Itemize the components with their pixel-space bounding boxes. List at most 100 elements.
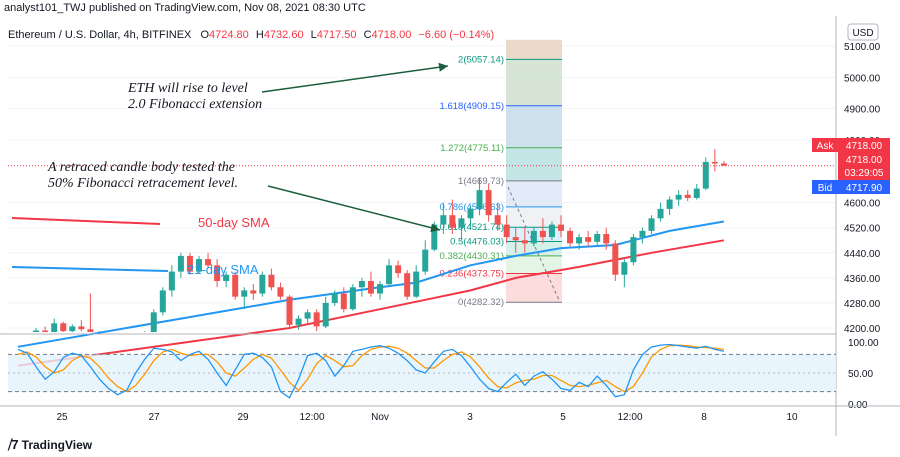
annotation-sma21[interactable]: 21-day SMA bbox=[11, 262, 259, 277]
time-tick-label: 25 bbox=[56, 412, 68, 423]
price-tick-label: 4360.00 bbox=[844, 274, 881, 285]
candle-body bbox=[205, 259, 212, 266]
candle-body bbox=[720, 163, 727, 166]
fib-level-label: 0.382(4430.31) bbox=[440, 251, 504, 262]
time-tick-label: Nov bbox=[371, 412, 389, 423]
candle-body bbox=[358, 281, 365, 288]
currency-label: USD bbox=[852, 28, 873, 39]
time-tick-label: 3 bbox=[467, 412, 473, 423]
stoch-band bbox=[8, 354, 836, 392]
price-tick-label: 5000.00 bbox=[844, 73, 881, 84]
footer-brand: TradingView bbox=[21, 438, 93, 452]
annotation-eth-rise-line2: 2.0 Fibonacci extension bbox=[128, 97, 262, 112]
change-value: −6.60 (−0.14%) bbox=[418, 29, 494, 41]
bid-label: Bid bbox=[818, 183, 832, 194]
candle-body bbox=[69, 326, 76, 332]
candle-body bbox=[331, 293, 338, 303]
fib-level-label: 1.272(4775.11) bbox=[440, 143, 504, 154]
candle-body bbox=[159, 290, 166, 313]
candle-body bbox=[422, 249, 429, 272]
candle-body bbox=[377, 284, 383, 294]
time-tick-label: 12:00 bbox=[617, 412, 642, 423]
publish-text: analyst101_TWJ published on TradingView.… bbox=[4, 2, 366, 14]
candle-body bbox=[576, 237, 583, 244]
footer: ⧸7 TradingView bbox=[8, 436, 92, 454]
ask-label: Ask bbox=[817, 141, 835, 152]
candle-body bbox=[458, 218, 465, 228]
candle-body bbox=[286, 296, 293, 325]
fib-zone bbox=[506, 59, 562, 106]
candle-body bbox=[503, 224, 510, 238]
candle-body bbox=[648, 218, 655, 231]
symbol-info: Ethereum / U.S. Dollar, 4h, BITFINEX O47… bbox=[8, 29, 494, 41]
fib-zone bbox=[506, 39, 562, 60]
candle-body bbox=[250, 290, 257, 294]
candle-body bbox=[268, 274, 275, 288]
countdown: 03:29:05 bbox=[845, 168, 884, 179]
candle-body bbox=[530, 230, 537, 244]
candle-body bbox=[87, 329, 94, 332]
price-axis[interactable]: USD bbox=[835, 16, 900, 436]
legend-sma21-line bbox=[11, 266, 169, 272]
candle-body bbox=[295, 318, 302, 325]
price-labels: Ask 4718.00 4718.00 03:29:05 Bid 4717.90 bbox=[812, 138, 890, 194]
candle-body bbox=[494, 215, 501, 225]
fib-level-label: 0.5(4476.03) bbox=[450, 237, 504, 248]
osc-tick-label: 100.00 bbox=[848, 338, 879, 349]
candle-body bbox=[349, 287, 356, 310]
candle-body bbox=[241, 290, 248, 297]
price-tick-label: 4600.00 bbox=[844, 199, 881, 210]
time-tick-label: 5 bbox=[560, 412, 566, 423]
candle-body bbox=[78, 326, 85, 330]
candle-body bbox=[657, 208, 664, 219]
open-value: 4724.80 bbox=[209, 29, 249, 41]
candle-body bbox=[313, 312, 320, 327]
annotation-eth-rise-arrow bbox=[261, 62, 449, 93]
candle-body bbox=[60, 323, 67, 332]
chart[interactable]: 2(5057.14) 1.618(4909.15) 1.272(4775.11) 1(… bbox=[0, 16, 900, 436]
candle-body bbox=[177, 255, 184, 272]
time-tick-label: 8 bbox=[701, 412, 707, 423]
grid bbox=[8, 45, 836, 329]
annotation-eth-rise[interactable]: ETH will rise to level 2.0 Fibonacci ext… bbox=[127, 62, 449, 112]
stoch-k-line bbox=[17, 343, 725, 399]
price-tick-label: 4440.00 bbox=[844, 249, 881, 260]
candle-body bbox=[196, 259, 202, 272]
svg-text:Ethereum / U.S. Dollar, 4h, BI: Ethereum / U.S. Dollar, 4h, BITFINEX O47… bbox=[8, 29, 494, 41]
candle-body bbox=[594, 234, 601, 242]
low-value: 4717.50 bbox=[317, 29, 357, 41]
fib-level-label: 0.618(4521.74) bbox=[440, 222, 504, 233]
fib-zone bbox=[506, 255, 562, 274]
candle-body bbox=[512, 237, 519, 241]
candle-body bbox=[693, 188, 700, 198]
tradingview-logo-icon: ⧸7 bbox=[8, 437, 19, 452]
annotation-sma50[interactable]: 50-day SMA bbox=[11, 215, 270, 230]
fibonacci-tool[interactable]: 2(5057.14) 1.618(4909.15) 1.272(4775.11) 1(… bbox=[440, 39, 562, 308]
candle-body bbox=[612, 243, 619, 275]
annotation-retrace-line1: A retraced candle body tested the bbox=[47, 160, 235, 175]
candle-body bbox=[585, 237, 592, 242]
candle-body bbox=[367, 281, 374, 294]
candle-body bbox=[521, 240, 528, 244]
candle-body bbox=[186, 255, 193, 272]
stoch-d-line bbox=[17, 344, 724, 393]
candle-body bbox=[386, 265, 393, 285]
legend-sma50-label: 50-day SMA bbox=[198, 215, 270, 230]
legend-sma50-line bbox=[11, 217, 161, 225]
time-axis[interactable]: 25 27 29 12:00 Nov 3 5 12:00 8 10 bbox=[0, 405, 900, 423]
last-price: 4718.00 bbox=[846, 155, 883, 166]
annotation-retrace[interactable]: A retraced candle body tested the 50% Fi… bbox=[47, 160, 441, 233]
candle-body bbox=[214, 265, 221, 281]
candle-body bbox=[675, 194, 682, 200]
stochastic-rsi-pane[interactable] bbox=[8, 343, 836, 399]
candle-body bbox=[33, 330, 40, 332]
candle-body bbox=[51, 323, 58, 332]
candle-body bbox=[476, 190, 483, 209]
annotation-retrace-line2: 50% Fibonacci retracement level. bbox=[48, 176, 238, 191]
candle-body bbox=[603, 234, 610, 244]
fib-level-label: 2(5057.14) bbox=[458, 54, 504, 65]
bid-price: 4717.90 bbox=[846, 183, 883, 194]
time-tick-label: 12:00 bbox=[299, 412, 324, 423]
fib-level-label: 0.786(4586.63) bbox=[440, 202, 504, 213]
candle-body bbox=[639, 230, 646, 238]
